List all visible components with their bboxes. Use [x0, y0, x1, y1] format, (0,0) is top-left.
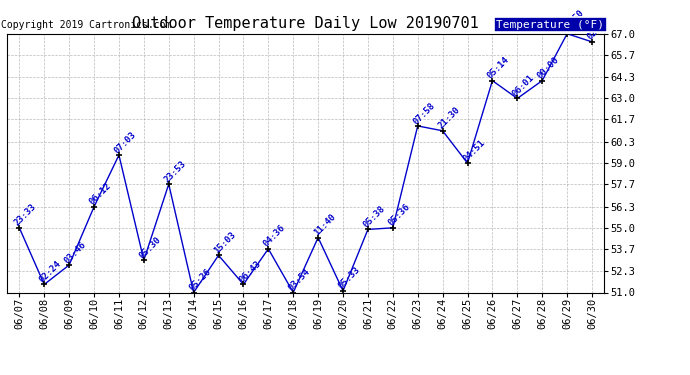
Text: 23:33: 23:33 — [13, 202, 39, 228]
Text: 15:03: 15:03 — [212, 230, 237, 255]
Title: Outdoor Temperature Daily Low 20190701: Outdoor Temperature Daily Low 20190701 — [132, 16, 479, 31]
Text: 05:38: 05:38 — [362, 204, 387, 230]
Text: 23:53: 23:53 — [162, 159, 188, 184]
Text: 06:01: 06:01 — [511, 73, 536, 99]
Text: 11:40: 11:40 — [312, 212, 337, 237]
Text: 04:36: 04:36 — [262, 224, 287, 249]
Text: 02:29: 02:29 — [586, 16, 611, 42]
Text: 06:12: 06:12 — [88, 182, 113, 207]
Text: 05:36: 05:36 — [386, 202, 412, 228]
Text: 05:30: 05:30 — [137, 235, 163, 260]
Text: 05:33: 05:33 — [337, 266, 362, 291]
Text: 00:00: 00:00 — [536, 55, 561, 81]
Text: 02:24: 02:24 — [38, 259, 63, 284]
Text: 07:58: 07:58 — [411, 100, 437, 126]
Text: 05:14: 05:14 — [486, 55, 511, 81]
Text: 07:03: 07:03 — [112, 130, 138, 155]
Text: 05:26: 05:26 — [187, 267, 213, 292]
Text: 05:50: 05:50 — [561, 8, 586, 34]
Text: Copyright 2019 Cartronics.com: Copyright 2019 Cartronics.com — [1, 20, 171, 30]
Text: Temperature (°F): Temperature (°F) — [496, 20, 604, 30]
Text: 21:30: 21:30 — [436, 105, 462, 131]
Text: 06:43: 06:43 — [237, 259, 262, 284]
Text: 04:51: 04:51 — [461, 138, 486, 163]
Text: 03:54: 03:54 — [287, 267, 312, 292]
Text: 03:46: 03:46 — [63, 240, 88, 265]
